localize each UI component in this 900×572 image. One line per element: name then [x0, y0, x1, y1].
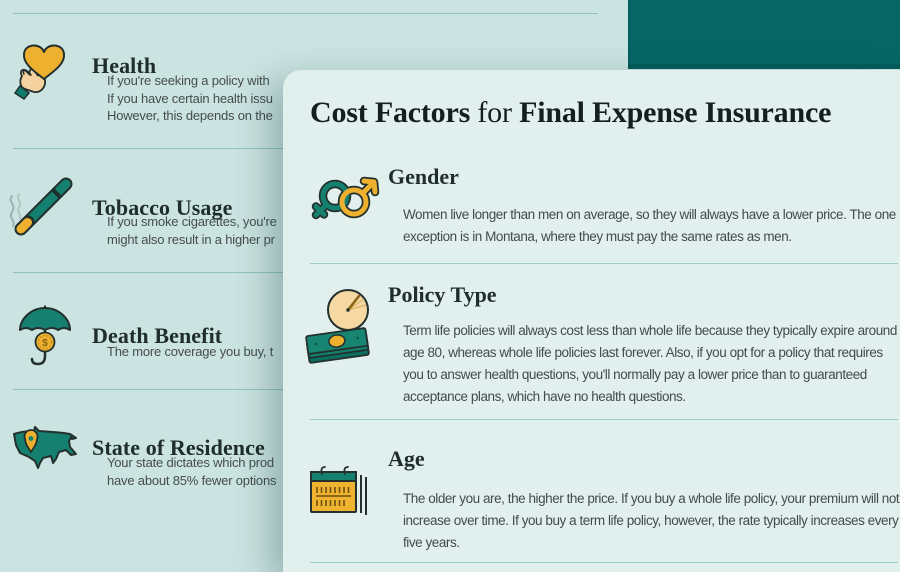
section-body-age: The older you are, the higher the price.…	[403, 491, 900, 550]
calendar-icon	[307, 463, 371, 523]
section-body-death-benefit: The more coverage you buy, t	[107, 344, 274, 359]
section-body-health: If you're seeking a policy with If you h…	[107, 73, 273, 123]
section-body-state: Your state dictates which prod have abou…	[107, 455, 277, 488]
divider	[13, 13, 598, 14]
section-title-gender: Gender	[388, 164, 459, 189]
divider	[310, 562, 898, 563]
usa-map-icon	[10, 422, 82, 472]
cost-factors-card: Cost Factors for Final Expense Insurance	[283, 70, 900, 572]
gender-icon	[308, 172, 380, 230]
section-body-policy-type: Term life policies will always cost less…	[403, 323, 897, 404]
section-title-state: State of Residence	[92, 435, 265, 461]
hand-heart-icon	[12, 38, 76, 100]
cigarette-icon	[2, 176, 82, 248]
section-title-policy-type: Policy Type	[388, 282, 497, 307]
card-title: Cost Factors for Final Expense Insurance	[310, 96, 832, 129]
svg-text:$: $	[42, 338, 48, 349]
section-title-health: Health	[92, 53, 157, 79]
section-body-gender: Women live longer than men on average, s…	[403, 207, 896, 244]
umbrella-coin-icon: $	[16, 304, 74, 370]
teal-banner	[628, 0, 900, 69]
divider	[310, 263, 898, 264]
section-title-death-benefit: Death Benefit	[92, 323, 223, 349]
section-title-tobacco: Tobacco Usage	[92, 195, 233, 221]
money-clock-icon	[303, 286, 375, 364]
section-title-age: Age	[388, 446, 425, 471]
divider	[310, 419, 898, 420]
section-body-tobacco: If you smoke cigarettes, you're might al…	[107, 214, 277, 247]
